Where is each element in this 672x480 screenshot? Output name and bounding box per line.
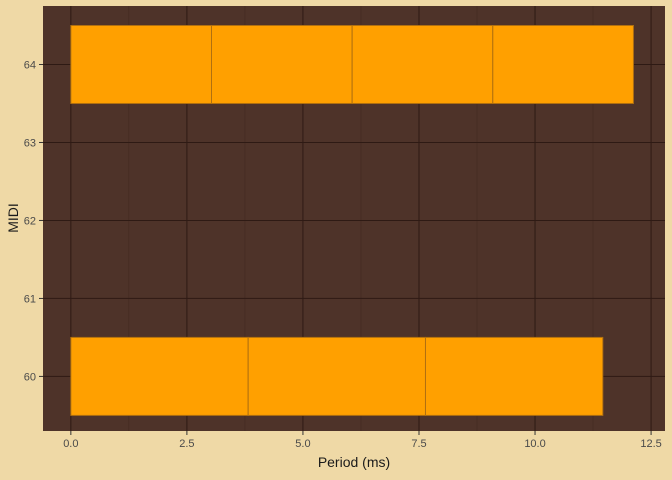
bar-segment-midi-60-3 <box>424 336 604 416</box>
bar-segment-midi-64-2 <box>210 24 353 104</box>
x-tick-label: 7.5 <box>411 438 426 450</box>
y-axis-ticks: 60 61 62 63 64 <box>24 59 43 383</box>
bars <box>70 24 634 416</box>
x-tick-label: 5.0 <box>295 438 310 450</box>
x-tick-label: 2.5 <box>179 438 194 450</box>
x-tick-label: 10.0 <box>524 438 545 450</box>
y-tick-label: 63 <box>24 137 36 149</box>
y-tick-label: 62 <box>24 215 36 227</box>
y-axis-title: MIDI <box>5 203 21 233</box>
bar-segment-midi-64-3 <box>351 24 494 104</box>
bar-segment-midi-60-1 <box>70 336 249 416</box>
bar-segment-midi-64-4 <box>492 24 634 104</box>
x-axis-ticks: 0.0 2.5 5.0 7.5 10.0 12.5 <box>63 431 662 450</box>
x-axis-title: Period (ms) <box>318 454 390 470</box>
x-tick-label: 12.5 <box>640 438 661 450</box>
y-tick-label: 64 <box>24 59 36 71</box>
bar-segment-midi-64-1 <box>70 24 212 104</box>
y-tick-label: 61 <box>24 293 36 305</box>
y-tick-label: 60 <box>24 371 36 383</box>
x-tick-label: 0.0 <box>63 438 78 450</box>
bar-segment-midi-60-2 <box>247 336 426 416</box>
